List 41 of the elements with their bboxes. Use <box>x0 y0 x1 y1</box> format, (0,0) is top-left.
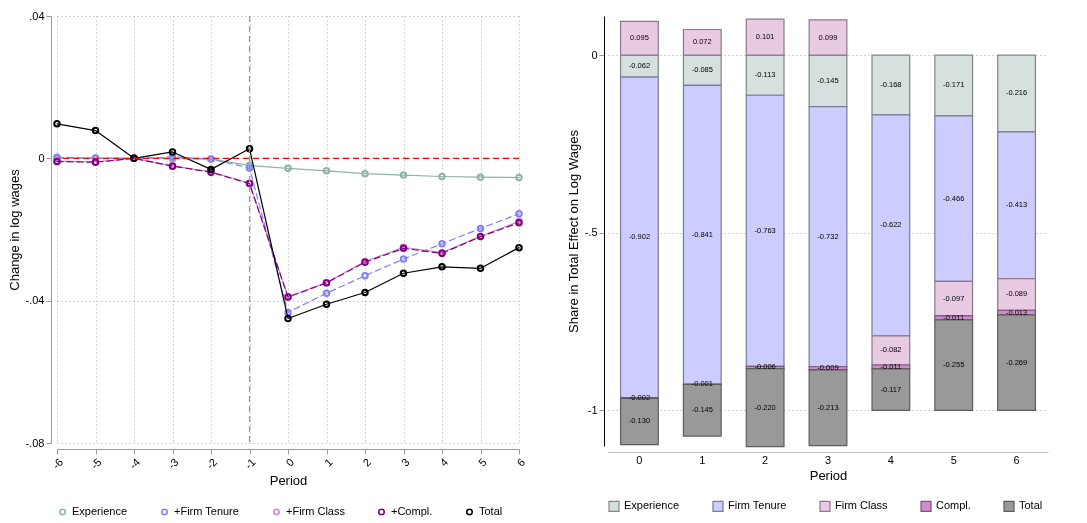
x-tick-label: 6 <box>1013 453 1020 466</box>
x-tick-label: 2 <box>360 455 374 469</box>
x-tick-label: 5 <box>950 453 957 466</box>
y-tick-label: -.08 <box>25 436 45 449</box>
x-tick-label: 0 <box>283 455 297 469</box>
legend-label: Total <box>479 504 503 517</box>
legend-label: Total <box>1019 499 1043 512</box>
x-tick-label: -3 <box>165 455 181 472</box>
x-tick-label: -5 <box>88 455 104 472</box>
y-tick-label: -.04 <box>25 294 45 307</box>
y-tick-label: -.5 <box>584 226 598 239</box>
x-tick-label: 2 <box>762 453 769 466</box>
legend-label: +Firm Tenure <box>174 504 239 517</box>
x-axis-title: Period <box>269 473 308 489</box>
y-tick-label: 0 <box>591 48 598 61</box>
legend-label: +Compl. <box>391 504 433 517</box>
legend-label: Experience <box>624 499 680 512</box>
x-tick-label: 0 <box>636 453 643 466</box>
y-axis-title: Change in log wages <box>6 168 22 291</box>
legend-label: Compl. <box>936 499 971 512</box>
y-tick-label: -1 <box>587 403 598 416</box>
x-tick-label: 4 <box>437 455 451 469</box>
x-tick-label: -2 <box>203 455 220 472</box>
legend-label: Firm Tenure <box>728 499 787 512</box>
y-tick-label: 0 <box>38 151 45 164</box>
legend-label: Firm Class <box>835 499 889 512</box>
x-axis-title: Period <box>809 467 848 483</box>
y-axis-title: Share in Total Effect on Log Wages <box>565 129 581 333</box>
x-tick-label: 1 <box>699 453 706 466</box>
x-tick-label: 6 <box>514 455 528 469</box>
x-tick-label: -1 <box>242 455 258 472</box>
x-tick-label: -4 <box>126 455 143 472</box>
y-tick-label: .04 <box>29 9 45 22</box>
x-tick-label: 4 <box>887 453 894 466</box>
legend-label: Experience <box>72 504 128 517</box>
x-tick-label: 5 <box>475 455 489 469</box>
x-tick-label: -6 <box>49 455 66 472</box>
x-tick-label: 3 <box>398 455 412 469</box>
legend-label: +Firm Class <box>286 504 346 517</box>
x-tick-label: 1 <box>321 455 335 469</box>
x-tick-label: 3 <box>824 453 832 466</box>
